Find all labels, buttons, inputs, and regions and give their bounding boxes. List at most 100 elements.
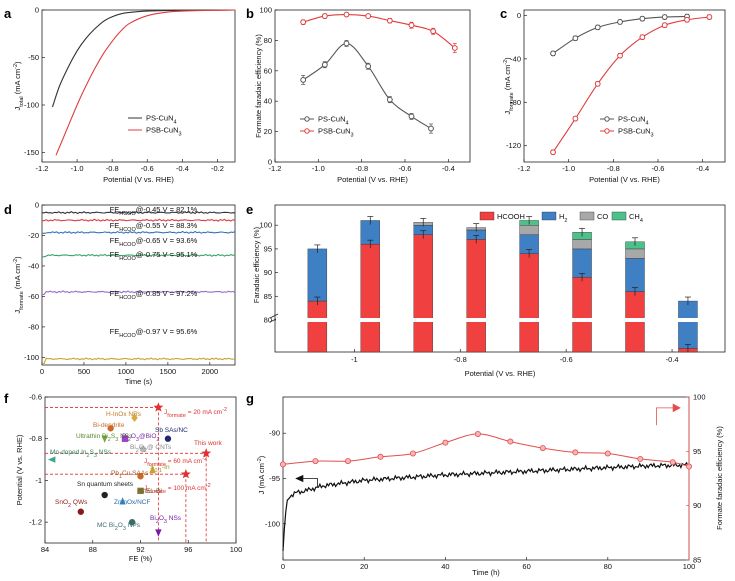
chart-panel-a: -1.2 -1.0 -0.8 -0.6 -0.4 -0.2 -150 -100 -50 0 PS-C… (13, 6, 236, 184)
panel-g-right-ytick-label: 85 (693, 556, 701, 565)
panel-e-axis-break (269, 313, 279, 319)
panel-e-bar-h2 (625, 258, 645, 292)
panel-e-ylabel: Faradaic efficiency (%) (252, 226, 261, 303)
panel-c-ytick-label: -80 (510, 98, 521, 107)
panel-g-fe-point (686, 463, 693, 470)
panel-d-trace-label-3: FEHCOO@-0.75 V = 95.1% (110, 250, 198, 262)
panel-e-bar-hcooh (307, 300, 328, 353)
panel-c-series-1-point (706, 14, 713, 20)
panel-f-point-label: Mn-doped In2S3 NSs (50, 449, 112, 459)
panel-g-fe-point (442, 439, 449, 446)
panel-f-point-label: H-InOx NRs (106, 411, 142, 418)
panel-f-point (101, 435, 108, 443)
panel-g-fe-point (604, 450, 611, 457)
panel-d-trace-0 (42, 211, 236, 215)
panel-f-point-label: MC Bi2O3 NPs (97, 522, 141, 532)
panel-a-xtick-label: -0.8 (106, 164, 119, 173)
panel-e-xtick-label: -0.4 (666, 355, 679, 364)
panel-d-trace-label-1: FEHCOO@-0.55 V = 88.3% (110, 221, 198, 233)
panel-c-series-0-point (550, 50, 556, 57)
panel-b-series-0-point (428, 125, 434, 132)
panel-f-point (180, 469, 191, 479)
panel-a-frame (41, 9, 236, 163)
panel-c-series-1-point (594, 80, 601, 87)
panel-b-series-0-point (365, 63, 372, 70)
panel-g-right-ytick-label: 95 (693, 447, 701, 456)
panel-f-point-label: Sn quantum sheets (77, 481, 134, 488)
panel-g-fe-point (409, 450, 416, 457)
panel-g-fe-point (279, 461, 286, 468)
panel-e-legend-label: CO (597, 212, 608, 221)
panel-c-legend-1-marker (604, 128, 610, 134)
panel-f-ytick-label: -0.8 (29, 434, 42, 443)
panel-b-series-1-point (430, 28, 437, 35)
panel-c-series-1-point (639, 34, 646, 41)
panel-f-point-label: S0.1-In (150, 464, 170, 474)
panel-e-legend-swatch (579, 211, 595, 221)
panel-f-ref-label: Jformate = 60 mA cm-2 (144, 456, 207, 468)
panel-b-series-1-point (343, 11, 350, 18)
panel-d-xtick-label: 500 (78, 367, 91, 376)
panel-f-point-label: Bi2O2@ CNTs (130, 444, 172, 454)
chart-panel-d: 0 500 1000 1500 2000 -100 -80 -60 -40 -20 0 FEHCOO@… (13, 201, 236, 386)
panel-b-series-1-point (300, 19, 307, 26)
panel-c-series-1-point (661, 22, 668, 29)
panel-c-ylabel: Jformate (mA cm-2) (503, 57, 515, 115)
panel-f-point-label: Bi-dendrite (93, 422, 125, 429)
panel-c-series-1-point (617, 52, 623, 59)
panel-f-xtick-label: 88 (89, 545, 97, 554)
panel-d-xtick-label: 0 (40, 367, 44, 376)
panel-f-point (107, 425, 114, 432)
panel-a-ytick-label: -100 (24, 101, 39, 110)
panel-c-series-0-point (572, 35, 579, 42)
panel-d-trace-label-4: FEHCOO@-0.85 V = 97.2% (110, 289, 198, 301)
panel-e-xtick-label: -0.6 (560, 355, 573, 364)
panel-f-xtick-label: 84 (41, 545, 49, 554)
panel-d-trace-label-2: FEHCOO@-0.65 V = 93.6% (110, 236, 198, 248)
panel-e-bar-h2 (307, 248, 328, 302)
panel-letter-c: c (500, 6, 507, 21)
panel-g-xtick-label: 0 (281, 562, 285, 571)
panel-f-ylabel: Potential (V vs. RHE) (15, 434, 24, 505)
panel-f-point (121, 435, 129, 442)
panel-a-xtick-label: -0.2 (211, 164, 224, 173)
panel-g-left-arrowhead (295, 474, 304, 483)
panel-c-series-1-point (572, 115, 579, 122)
panel-e-legend-label: HCOOH (497, 212, 525, 221)
panel-a-series-1 (55, 9, 236, 156)
panel-d-ytick-label: -40 (28, 261, 39, 270)
panel-d-trace-2 (42, 230, 236, 234)
panel-b-ytick-label: 0 (268, 158, 272, 167)
panel-a-legend-0-label: PS-CuN4 (146, 114, 177, 126)
panel-f-ytick-label: -0.6 (29, 393, 42, 402)
panel-g-xtick-label: 20 (360, 562, 368, 571)
panel-d-xtick-label: 1000 (118, 367, 135, 376)
panel-c-series-0-point (594, 24, 601, 31)
panel-f-ytick-label: -1 (35, 476, 42, 485)
panel-e-bar-hcooh (360, 243, 380, 353)
panel-a-xtick-label: -1.2 (36, 164, 49, 173)
panel-d-ytick-label: -20 (28, 231, 39, 240)
panel-f-xtick-label: 100 (230, 545, 243, 554)
panel-f-point (101, 491, 108, 499)
panel-f-point (47, 456, 56, 463)
panel-f-point (155, 529, 162, 537)
panel-e-xlabel: Potential (V vs. RHE) (465, 369, 536, 378)
panel-f-ref-label: Jformate = 20 mA cm-2 (164, 407, 227, 419)
panel-f-point-label: Bi2O3 NSs (150, 515, 182, 525)
panel-d-trace-4 (42, 290, 236, 296)
panel-b-xtick-label: -0.8 (355, 164, 368, 173)
panel-f-point (128, 518, 136, 526)
panel-f-ytick-label: -1.2 (29, 518, 42, 527)
panel-g-fe-point (377, 453, 384, 460)
panel-f-point-label: Sb SAs/NC (155, 427, 188, 434)
panel-letter-g: g (246, 391, 254, 406)
panel-g-left-ytick-label: -100 (265, 519, 280, 528)
panel-g-fe-point (344, 458, 351, 465)
panel-e-xtick-label: -1 (351, 355, 358, 364)
panel-b-series-1-point (451, 45, 458, 51)
panel-d-ylabel: Jformate (mA cm-2) (13, 256, 25, 314)
panel-g-fe-line (282, 433, 690, 467)
panel-c-xlabel: Potential (V vs. RHE) (589, 175, 660, 184)
